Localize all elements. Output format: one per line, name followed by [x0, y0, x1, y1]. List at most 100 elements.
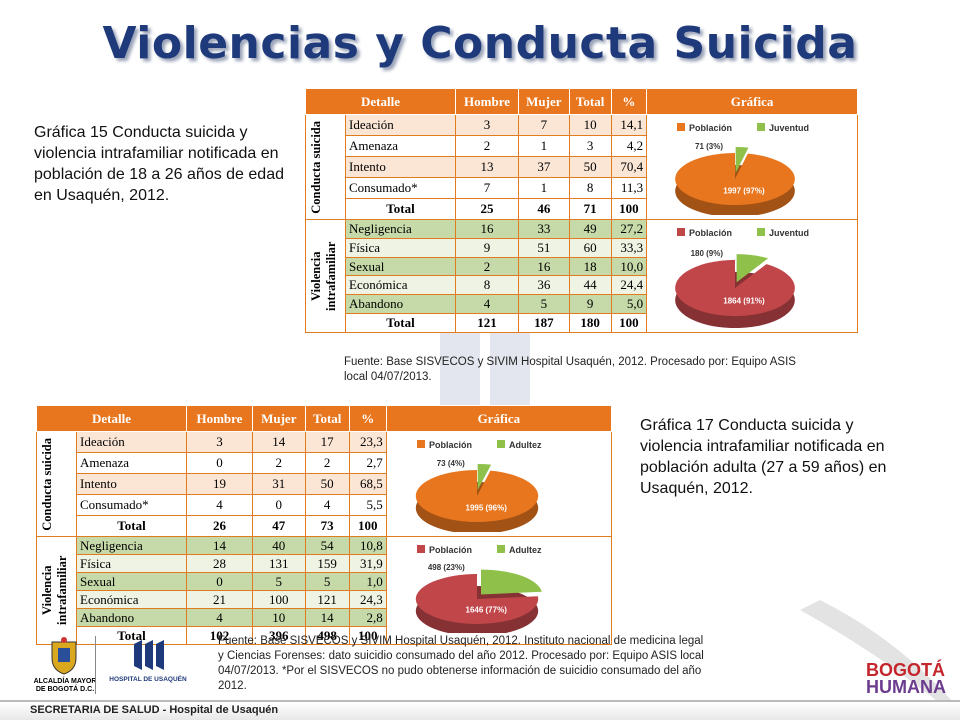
graph15-data-row: Física 9 51 60 33,3 [306, 237, 858, 258]
graph15-total-cell: 10 [568, 114, 612, 136]
graph15-total-cell: 44 [568, 275, 612, 296]
graph17-data-row: Violencia intrafamiliar Negligencia 14 40 54… [36, 536, 613, 645]
graph15-percent-cell: 11,3 [610, 177, 648, 199]
graph15-header-cell: Hombre [454, 88, 520, 115]
graph15-total-label: Total [345, 313, 456, 333]
graph17-hombre-cell: 0 [186, 452, 253, 474]
graph15-row-label: Amenaza [345, 135, 456, 157]
graph15-total-value: 121 [454, 313, 520, 333]
graph15-row-label: Sexual [345, 256, 456, 277]
graph15-total-value: 46 [518, 198, 570, 220]
graph17-chart-cell-1: Población Adultez 73 (4%) 1995 (96%) [385, 431, 613, 537]
graph17-percent-cell: 2,8 [348, 608, 387, 627]
graph17-hombre-cell: 0 [186, 572, 253, 591]
graph15-percent-cell: 70,4 [610, 156, 648, 178]
graph15-2-pie-slice-small [736, 254, 769, 283]
graph17-1-legend-swatch [496, 440, 505, 448]
graph15-header-cell: Gráfica [646, 88, 858, 115]
bogota-text: BOGOTÁ [866, 660, 945, 680]
graph17-row-label: Sexual [76, 572, 187, 591]
hospital-logo: HOSPITAL DE USAQUÉN [108, 636, 188, 684]
graph17-percent-cell: 24,3 [348, 590, 387, 609]
graph17-mujer-cell: 100 [251, 590, 306, 609]
graph15-2-small-slice-label: 180 (9%) [691, 249, 724, 258]
graph17-2-legend-label: Adultez [509, 545, 542, 555]
graph17-data-row: Económica 21 100 121 24,3 [37, 590, 612, 609]
graph17-mujer-cell: 131 [251, 554, 306, 573]
humana-text: HUMANA [866, 677, 946, 697]
graph17-total-value: 47 [251, 515, 306, 537]
graph17-total-value: 73 [304, 515, 350, 537]
graph15-1-pie-chart: Población Juventud 71 (3%) 1997 (97%) [675, 123, 809, 217]
graph15-mujer-cell: 51 [518, 237, 570, 258]
graph15-percent-cell: 24,4 [610, 275, 648, 296]
graph15-hombre-cell: 7 [454, 177, 520, 199]
graph15-percent-cell: 4,2 [610, 135, 648, 157]
graph17-total-row: Total 26 47 73 100 [37, 515, 612, 537]
graph15-total-value: 187 [518, 313, 570, 333]
graph15-2-legend-swatch [757, 228, 766, 236]
graph17-row-label: Ideación [76, 431, 187, 453]
graph15-hombre-cell: 9 [454, 237, 520, 258]
graph15-percent-cell: 5,0 [610, 294, 648, 315]
graph15-header-cell: Total [568, 88, 612, 115]
graph17-1-legend-label: Población [429, 440, 472, 450]
graph15-mujer-cell: 33 [518, 219, 570, 239]
logo-divider [95, 636, 96, 694]
graph15-row-label: Intento [345, 156, 456, 178]
graph17-hombre-cell: 14 [186, 536, 253, 555]
graph15-row-label: Ideación [345, 114, 456, 136]
graph17-total-cell: 50 [304, 473, 350, 495]
graph17-header-cell: % [348, 405, 387, 432]
decorative-swoosh-icon [800, 600, 960, 720]
graph17-mujer-cell: 40 [251, 536, 306, 555]
graph15-hombre-cell: 13 [454, 156, 520, 178]
graph17-hombre-cell: 4 [186, 608, 253, 627]
graph17-mujer-cell: 31 [251, 473, 306, 495]
graph15-hombre-cell: 8 [454, 275, 520, 296]
graph17-group-text: Violencia intrafamiliar [40, 555, 69, 626]
graph15-total-cell: 3 [568, 135, 612, 157]
graph17-mujer-cell: 10 [251, 608, 306, 627]
graph15-2-legend-label: Juventud [769, 228, 809, 238]
graph17-1-legend-swatch [416, 440, 425, 448]
hospital-logo-icon [134, 640, 164, 670]
graph17-2-pie-slice-poblacion [415, 574, 538, 624]
graph17-total-value: 100 [348, 626, 387, 645]
graph17-2-legend-swatch [416, 545, 425, 553]
graph17-total-cell: 54 [304, 536, 350, 555]
graph17-total-cell: 159 [304, 554, 350, 573]
graph15-total-value: 71 [568, 198, 612, 220]
graph17-source: Fuente: Base SISVECOS y SIVIM Hospital U… [218, 635, 704, 692]
graph17-header-cell: Detalle [36, 405, 187, 432]
graph15-total-row: Total 121 187 180 100 [306, 313, 858, 333]
footer-bar: SECRETARIA DE SALUD - Hospital de Usaqué… [0, 700, 960, 720]
graph17-header-cell: Gráfica [385, 405, 613, 432]
graph15-2-main-slice-label: 1864 (91%) [723, 296, 765, 305]
graph15-row-label: Física [345, 237, 456, 258]
graph15-total-cell: 60 [568, 237, 612, 258]
graph15-header-row: Detalle Hombre Mujer Total% Gráfica [305, 88, 858, 115]
graph17-percent-cell: 2,7 [348, 452, 387, 474]
graph17-total-label: Total [76, 626, 187, 645]
graph15-data-row: Sexual 2 16 18 10,0 [306, 256, 858, 277]
graph17-hombre-cell: 21 [186, 590, 253, 609]
graph15-total-value: 100 [610, 313, 648, 333]
graph17-group-label: Violencia intrafamiliar [36, 536, 77, 645]
graph17-1-pie-slice-poblacion [415, 470, 538, 522]
graph15-1-main-slice-label: 1997 (97%) [723, 186, 765, 195]
graph17-total-cell: 2 [304, 452, 350, 474]
graph17-table: Detalle Hombre Mujer Total% Gráfica Conducta … [36, 405, 613, 645]
graph17-hombre-cell: 28 [186, 554, 253, 573]
graph15-percent-cell: 14,1 [610, 114, 648, 136]
graph17-group-label: Conducta suicida [36, 431, 77, 537]
graph17-total-value: 102 [186, 626, 253, 645]
graph17-1-pie-chart: Población Adultez 73 (4%) 1995 (96%) [415, 440, 542, 534]
graph15-header-cell: Detalle [305, 88, 456, 115]
graph15-hombre-cell: 3 [454, 114, 520, 136]
graph15-table: Detalle Hombre Mujer Total% Gráfica Conducta … [305, 88, 858, 333]
graph17-1-pie-slice-small [477, 464, 491, 491]
graph17-data-row: Intento 19 31 50 68,5 [37, 473, 612, 495]
graph17-header-cell: Total [304, 405, 350, 432]
graph15-description: Gráfica 15 Conducta suicida y violencia … [34, 124, 284, 204]
